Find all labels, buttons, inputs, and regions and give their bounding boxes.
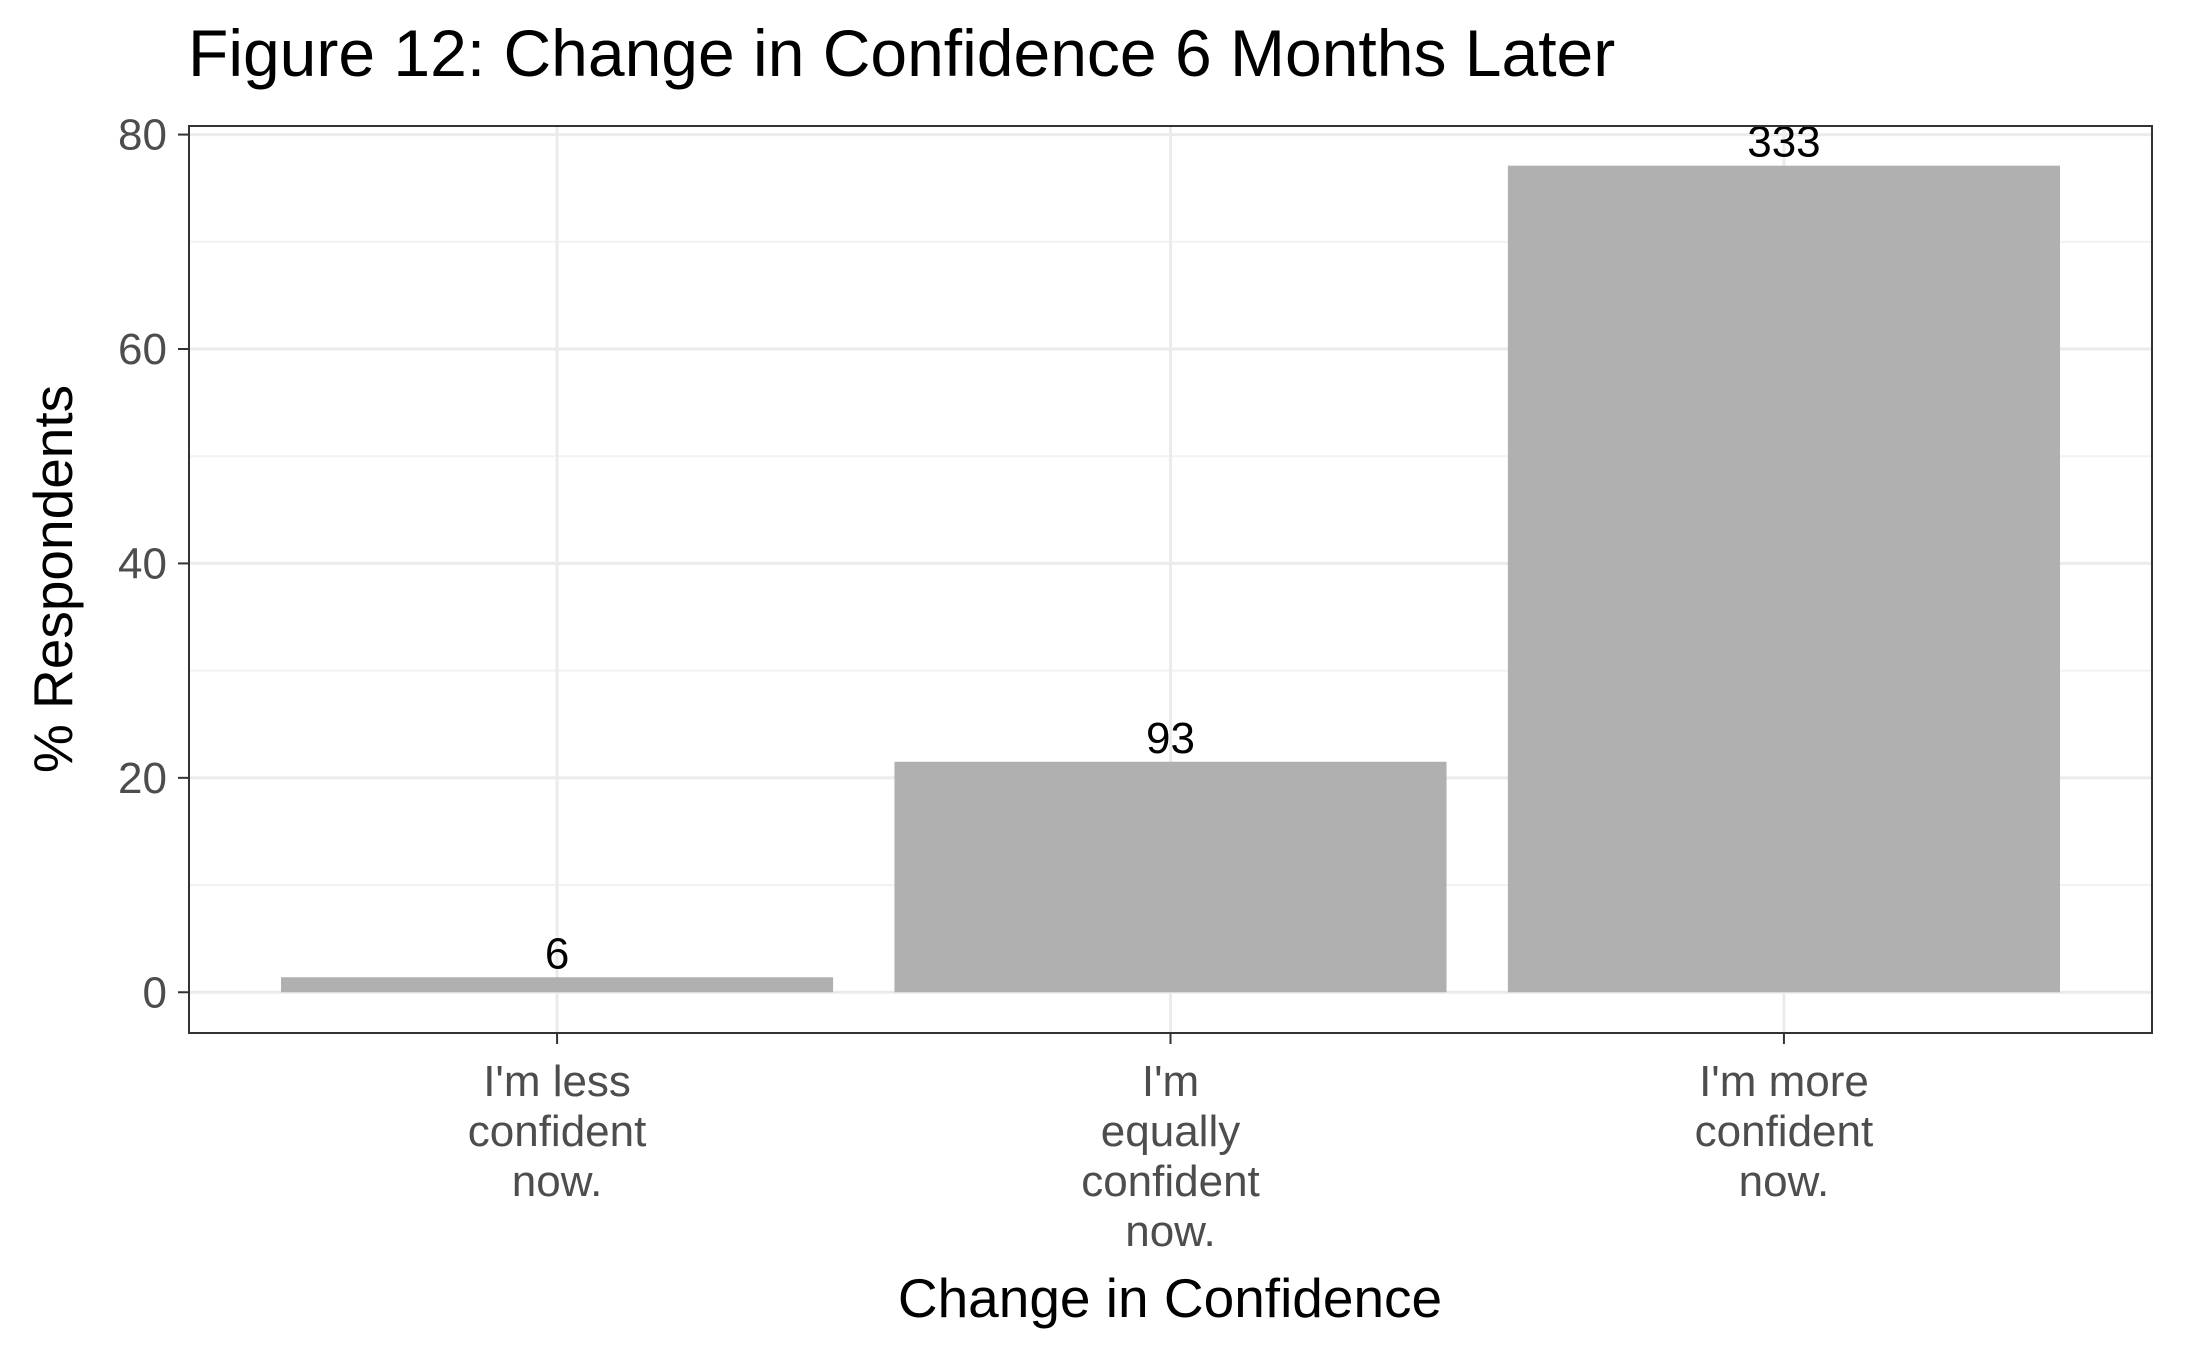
x-tick-label: I'm more confident now. bbox=[1695, 1057, 1874, 1206]
data-label: 93 bbox=[1146, 714, 1195, 763]
y-tick-label: 60 bbox=[118, 325, 167, 374]
x-axis-title: Change in Confidence bbox=[898, 1267, 1442, 1329]
x-tick-label: I'm equally confident now. bbox=[1081, 1057, 1260, 1256]
x-tick-label: I'm less confident now. bbox=[468, 1057, 647, 1206]
bar bbox=[1507, 165, 2060, 993]
bar bbox=[281, 977, 834, 993]
y-axis-title: % Respondents bbox=[22, 385, 84, 773]
y-tick-label: 80 bbox=[118, 111, 167, 160]
bars bbox=[281, 165, 2060, 993]
y-tick-label: 0 bbox=[143, 968, 167, 1017]
data-label: 6 bbox=[545, 929, 569, 978]
chart-title: Figure 12: Change in Confidence 6 Months… bbox=[188, 16, 1615, 90]
x-axis: I'm less confident now. I'm equally confident… bbox=[468, 1033, 1873, 1256]
y-tick-label: 20 bbox=[118, 754, 167, 803]
y-axis: 0 20 40 60 80 bbox=[118, 111, 189, 1017]
y-tick-label: 40 bbox=[118, 539, 167, 588]
bar bbox=[894, 761, 1447, 993]
